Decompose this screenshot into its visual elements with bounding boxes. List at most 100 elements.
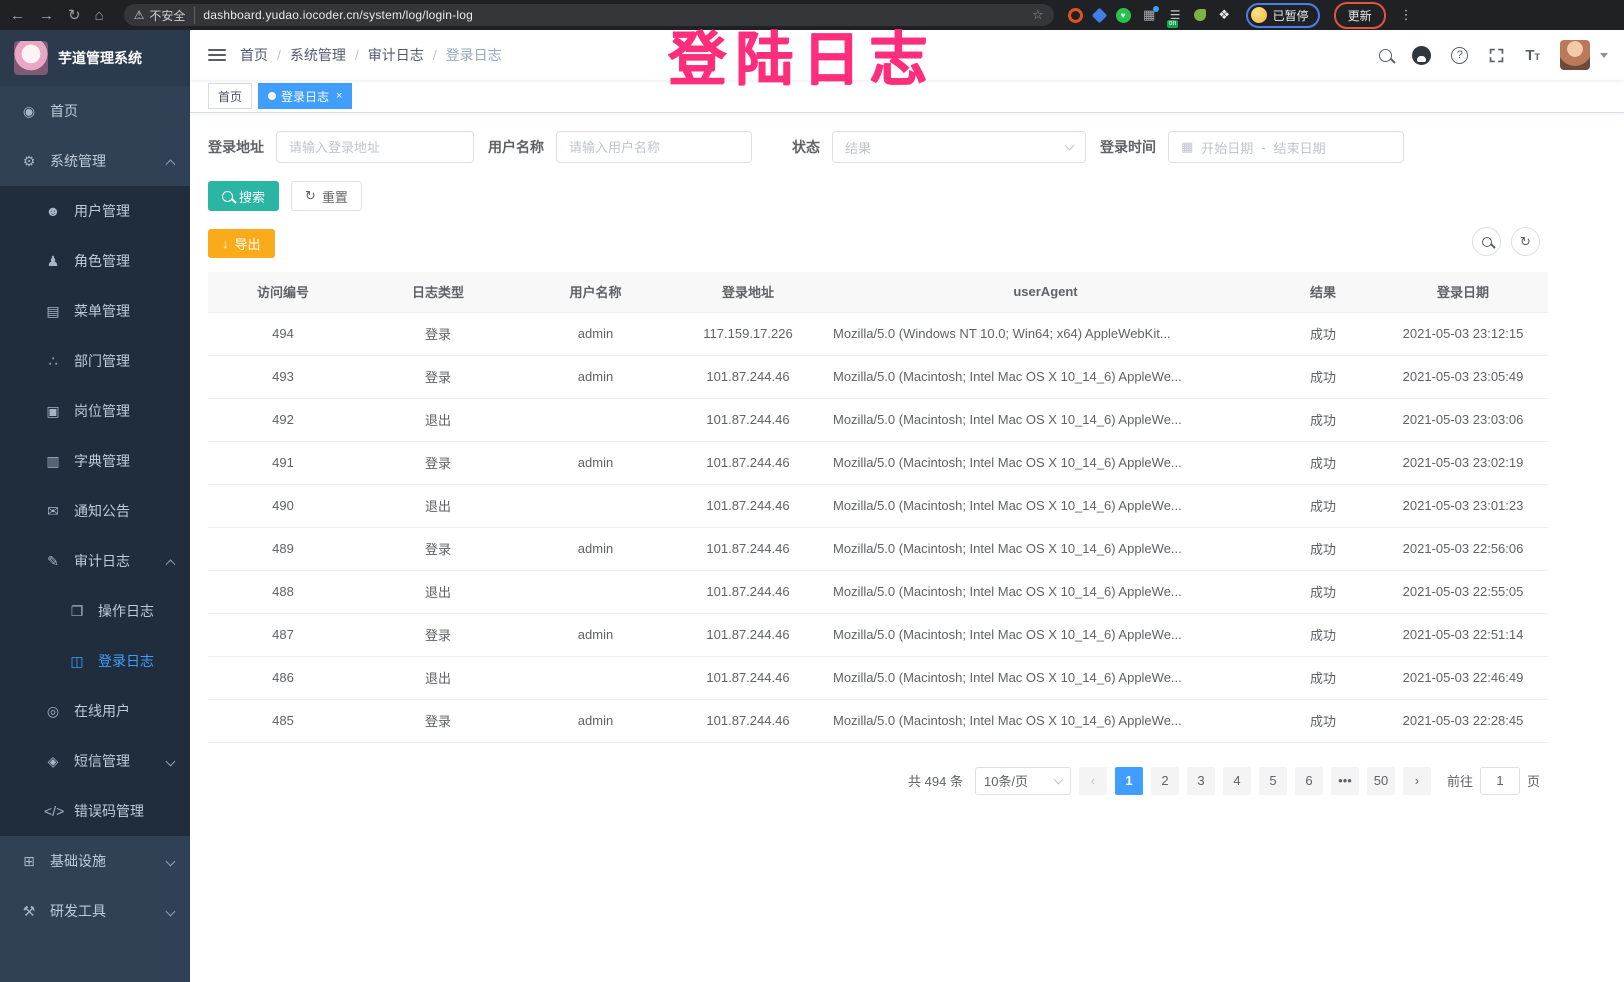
breadcrumb-item[interactable]: 首页 [240,47,268,63]
fullscreen-icon[interactable] [1488,47,1505,64]
sidebar-item-部门管理[interactable]: ∴ 部门管理 [0,336,190,386]
page-button-6[interactable]: 6 [1294,766,1323,795]
security-warning[interactable]: ⚠ 不安全 [134,6,196,24]
sidebar-item-研发工具[interactable]: ⚒ 研发工具 [0,886,190,936]
sidebar-item-操作日志[interactable]: ❐ 操作日志 [0,586,190,636]
sidebar-item-短信管理[interactable]: ◈ 短信管理 [0,736,190,786]
login-address-input[interactable] [276,131,474,163]
sidebar-item-角色管理[interactable]: ♟ 角色管理 [0,236,190,286]
hamburger-icon[interactable] [208,46,226,64]
list-on-extension-icon[interactable]: on [1166,8,1183,28]
profile-paused-label: 已暂停 [1272,8,1309,23]
bookmark-star-icon[interactable]: ☆ [1031,7,1044,22]
blue-gem-extension-icon[interactable] [1091,7,1107,23]
search-button[interactable]: 搜索 [208,181,280,211]
cell-user_agent: Mozilla/5.0 (Macintosh; Intel Mac OS X 1… [823,570,1268,614]
browser-back-icon[interactable]: ← [10,6,25,24]
user-icon: ☻ [45,203,61,219]
table-row: 492 退出 101.87.244.46 Mozilla/5.0 (Macintosh… [208,398,1548,442]
page-button-2[interactable]: 2 [1150,766,1179,795]
goto-label: 前往 [1446,774,1473,789]
sidebar-item-通知公告[interactable]: ✉ 通知公告 [0,486,190,536]
column-header-result[interactable]: 结果 [1268,272,1378,312]
browser-profile-button[interactable]: 已暂停 [1245,2,1320,28]
sidebar-item-用户管理[interactable]: ☻ 用户管理 [0,186,190,236]
page-button-4[interactable]: 4 [1222,766,1251,795]
username-input[interactable] [556,131,752,163]
help-icon[interactable]: ? [1451,46,1469,64]
page-button-5[interactable]: 5 [1258,766,1287,795]
refresh-button[interactable]: ↻ [1511,227,1540,256]
sidebar-item-错误码管理[interactable]: </> 错误码管理 [0,786,190,836]
sidebar-logo[interactable]: 芋道管理系统 [0,30,190,86]
browser-home-icon[interactable]: ⌂ [94,6,104,24]
font-size-icon[interactable]: TT [1525,46,1540,64]
next-page-button[interactable]: › [1402,766,1431,795]
search-icon[interactable] [1379,48,1393,62]
cell-type: 登录 [358,355,518,399]
breadcrumb-item[interactable]: 系统管理 [289,47,346,63]
goto-page-input[interactable] [1479,766,1520,795]
sidebar-item-基础设施[interactable]: ⊞ 基础设施 [0,836,190,886]
username-label: 用户名称 [488,139,544,155]
page-button-3[interactable]: 3 [1186,766,1215,795]
login-log-table: 访问编号 日志类型 用户名称 登录地址 userAgent 结果 登录日期 494 登录 adm… [208,272,1548,743]
user-avatar[interactable] [1560,40,1590,70]
column-header-user_agent[interactable]: userAgent [823,272,1268,312]
cell-date: 2021-05-03 22:28:45 [1378,699,1548,743]
sidebar-item-在线用户[interactable]: ◎ 在线用户 [0,686,190,736]
cell-date: 2021-05-03 23:03:06 [1378,398,1548,442]
green-leaf-extension-icon[interactable] [1193,9,1206,21]
notice-icon: ✉ [47,502,59,519]
toggle-search-button[interactable] [1472,227,1501,256]
export-button-label: 导出 [234,237,261,252]
export-button[interactable]: ↓ 导出 [208,229,275,258]
sidebar-item-系统管理[interactable]: ⚙ 系统管理 [0,136,190,186]
column-header-date[interactable]: 登录日期 [1378,272,1548,312]
sidebar-item-岗位管理[interactable]: ▣ 岗位管理 [0,386,190,436]
breadcrumb-item[interactable]: 审计日志 [367,47,424,63]
search-form: 登录地址 用户名称 状态 结果 登录时间 ▦ 开始日期 - 结束日期 [208,131,1540,163]
column-header-ip[interactable]: 登录地址 [673,272,823,312]
avatar-caret-icon[interactable] [1600,52,1608,58]
top-navbar: 首页 / 系统管理 / 审计日志 / 登录日志 ? TT [190,30,1624,80]
green-heart-extension-icon[interactable] [1115,7,1131,23]
cell-username: admin [518,699,673,743]
reset-button[interactable]: ↻ 重置 [291,181,362,211]
prev-page-button[interactable]: ‹ [1078,766,1107,795]
browser-menu-icon[interactable]: ⋮ [1399,7,1413,22]
tag-登录日志[interactable]: 登录日志 × [258,83,353,109]
cell-ip: 101.87.244.46 [673,570,823,614]
address-bar[interactable]: ⚠ 不安全 dashboard.yudao.iocoder.cn/system/… [123,4,1054,26]
page-size-select[interactable]: 10条/页 [974,766,1071,795]
browser-forward-icon[interactable]: → [39,6,54,24]
breadcrumb-item[interactable]: 登录日志 [445,47,502,63]
sidebar-item-审计日志[interactable]: ✎ 审计日志 [0,536,190,586]
sidebar-item-字典管理[interactable]: ▥ 字典管理 [0,436,190,486]
sidebar-item-label: 操作日志 [98,603,154,619]
puzzle-extension-icon[interactable] [1217,8,1232,23]
page-button-1[interactable]: 1 [1114,766,1143,795]
chevron-down-icon [165,906,176,916]
login-time-range-picker[interactable]: ▦ 开始日期 - 结束日期 [1168,131,1404,163]
sidebar-item-菜单管理[interactable]: ▤ 菜单管理 [0,286,190,336]
page-button-50[interactable]: 50 [1366,766,1395,795]
orange-ring-extension-icon[interactable] [1067,7,1083,23]
grid-blue-dot-extension-icon[interactable] [1142,5,1159,23]
cell-result: 成功 [1268,613,1378,657]
sidebar-item-登录日志[interactable]: ◫ 登录日志 [0,636,190,686]
column-header-id[interactable]: 访问编号 [208,272,358,312]
browser-update-button[interactable]: 更新 [1333,1,1386,29]
column-header-type[interactable]: 日志类型 [358,272,518,312]
browser-reload-icon[interactable]: ↻ [68,6,81,24]
column-header-username[interactable]: 用户名称 [518,272,673,312]
cell-username: admin [518,613,673,657]
page-ellipsis[interactable]: ••• [1330,766,1359,795]
cell-ip: 101.87.244.46 [673,613,823,657]
close-icon[interactable]: × [336,90,343,102]
status-select[interactable]: 结果 [832,131,1086,163]
github-icon[interactable] [1412,45,1432,65]
tag-首页[interactable]: 首页 [208,83,253,109]
active-tag-dot [268,92,277,100]
sidebar-item-首页[interactable]: ◉ 首页 [0,86,190,136]
